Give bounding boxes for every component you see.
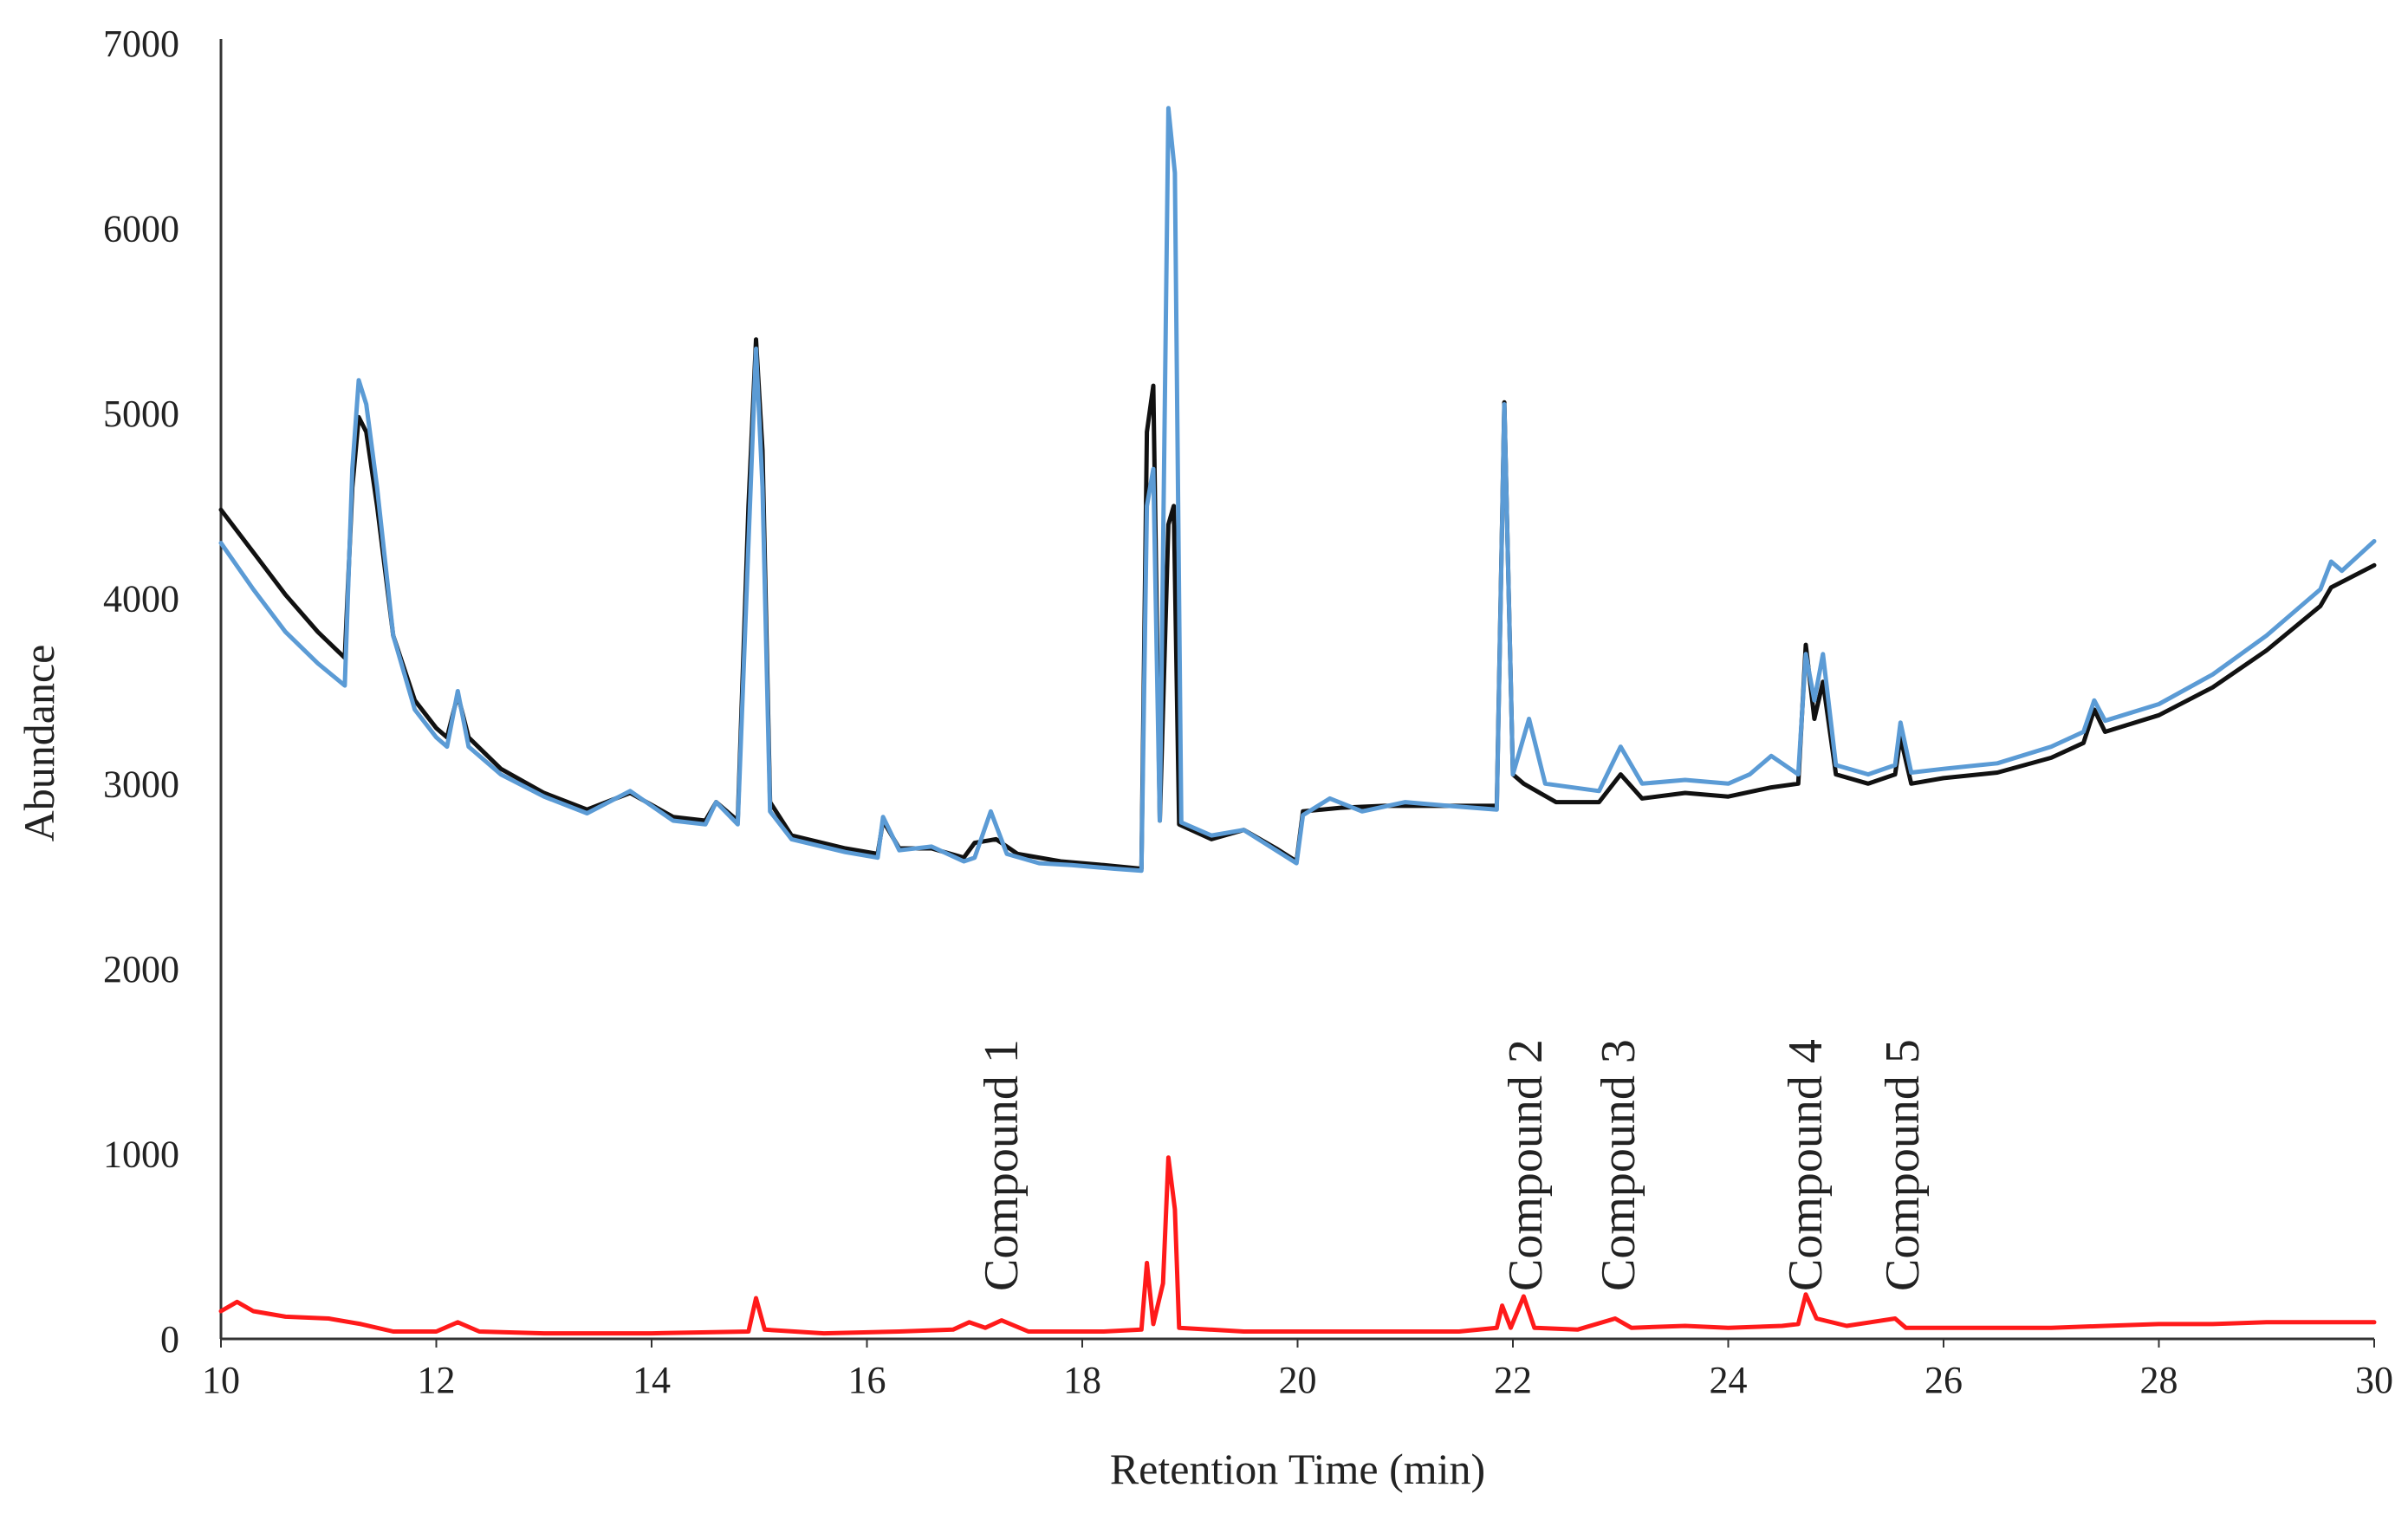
x-tick-label: 28 (2140, 1359, 2178, 1401)
x-axis-title: Retention Time (min) (1110, 1445, 1485, 1493)
series-line-1 (218, 337, 2377, 871)
x-tick-label: 10 (202, 1359, 240, 1401)
x-tick-label: 26 (1924, 1359, 1963, 1401)
annotation-compound-5: Compound 5 (1876, 1039, 1930, 1291)
y-tick-label: 6000 (103, 208, 179, 250)
x-tick-label: 20 (1279, 1359, 1317, 1401)
annotation-compound-3: Compound 3 (1592, 1039, 1645, 1291)
x-tick-label: 18 (1063, 1359, 1101, 1401)
y-axis-title: Abundance (15, 645, 63, 842)
y-tick-label: 5000 (103, 393, 179, 435)
x-tick-label: 12 (418, 1359, 456, 1401)
annotation-compound-4: Compound 4 (1779, 1039, 1833, 1291)
x-tick-label: 24 (1710, 1359, 1748, 1401)
y-tick-label: 1000 (103, 1133, 179, 1175)
y-tick-label: 2000 (103, 948, 179, 991)
y-tick-label: 4000 (103, 578, 179, 620)
y-tick-label: 3000 (103, 763, 179, 805)
annotation-compound-1: Compound 1 (975, 1039, 1029, 1291)
annotations: Compound 1 Compound 2 Compound 3 Compound 4… (975, 1039, 1930, 1291)
y-tick-label: 0 (160, 1318, 179, 1361)
x-tick-label: 22 (1494, 1359, 1532, 1401)
y-tick-label: 7000 (103, 23, 179, 65)
x-tick-label: 30 (2355, 1359, 2393, 1401)
series-layer (218, 106, 2377, 1336)
series-line-2 (218, 106, 2377, 874)
x-tick-label: 14 (633, 1359, 671, 1401)
axes: 10 12 14 16 18 20 22 24 26 28 30 0 1000 2000 3000 4000 5… (103, 23, 2393, 1401)
series-line-3 (218, 1155, 2377, 1336)
x-tick-label: 16 (848, 1359, 886, 1401)
annotation-compound-2: Compound 2 (1499, 1039, 1553, 1291)
